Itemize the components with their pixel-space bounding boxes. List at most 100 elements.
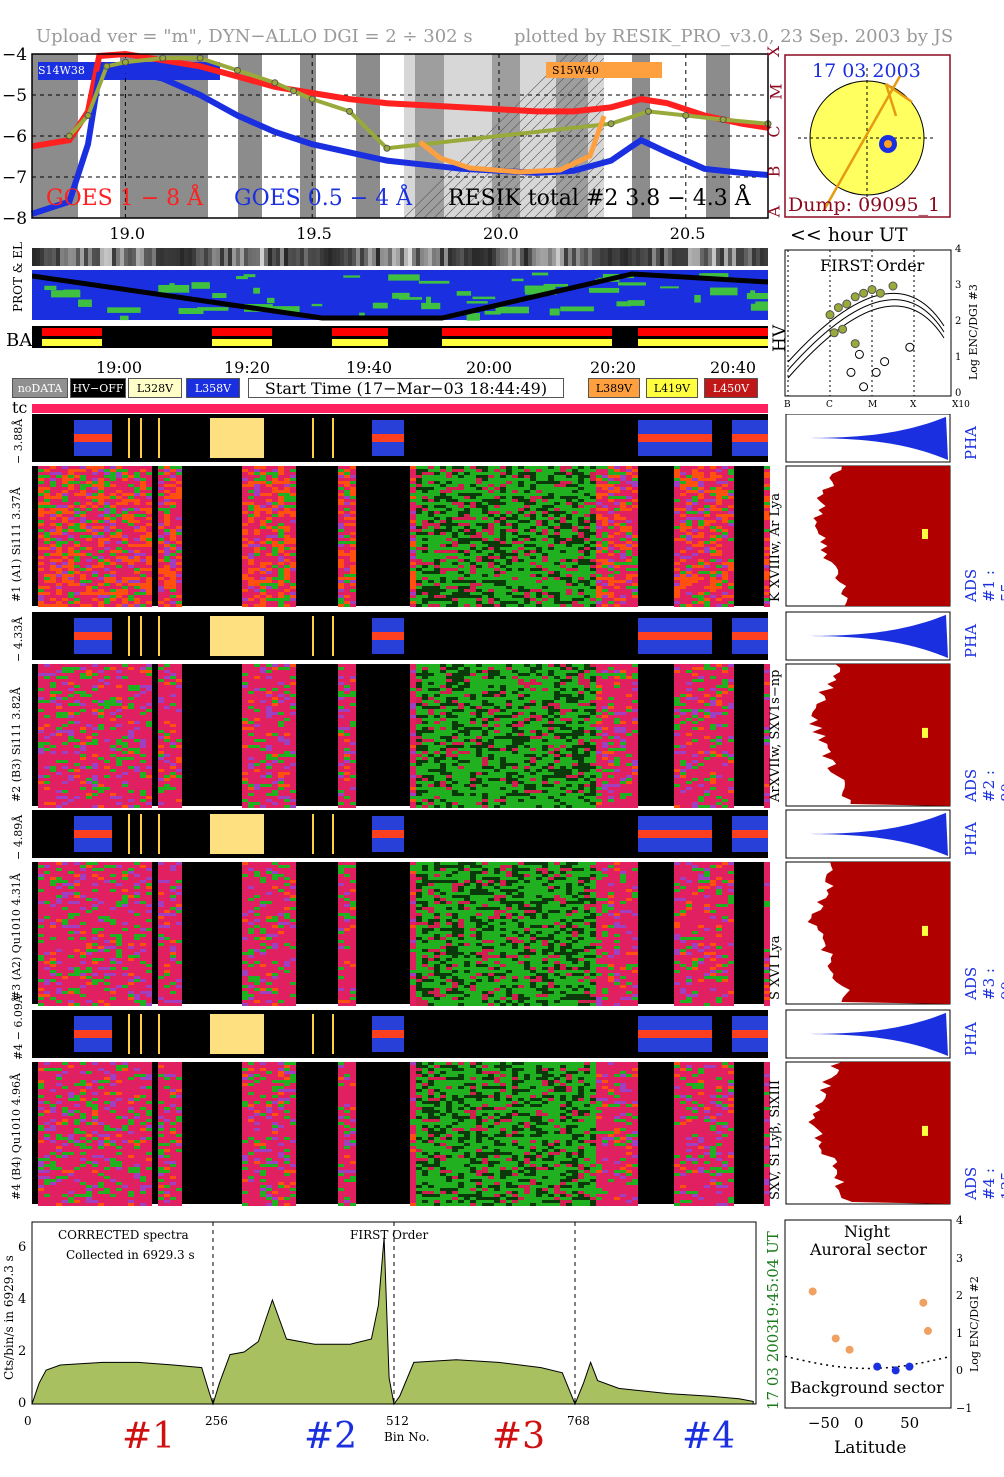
ads-histogram [809, 664, 950, 806]
ads-background [32, 1062, 768, 1204]
resik-point [159, 54, 167, 62]
pha-label: − 3.88Å [12, 418, 25, 464]
first-order-ytick: 0 [955, 388, 962, 399]
legend-goes-short: GOES 0.5 − 4 Å [234, 186, 413, 211]
spectrum-xtick: 768 [567, 1414, 590, 1428]
legend-start-time: Start Time (17−Mar−03 18:44:49) [248, 378, 564, 398]
pha-histogram [790, 416, 948, 460]
aurora-ytick: 0 [956, 1364, 963, 1378]
aurora-ytick: −1 [956, 1402, 973, 1415]
detector-tag: #2 [304, 1416, 358, 1457]
aurora-point [808, 1287, 817, 1296]
ads-label: #2 (B3) Si111 3.82Å [10, 687, 23, 802]
goes-ytick: −6 [2, 127, 27, 147]
resik-point [682, 112, 690, 119]
ads-histogram [807, 862, 950, 1004]
resik-point [271, 79, 279, 87]
goes-ytick: −8 [2, 209, 27, 226]
line-id: SXV, Si Lyβ, SiXIII [768, 1080, 783, 1200]
resik-point [84, 112, 92, 119]
spectrum-ytick: 2 [18, 1344, 27, 1359]
first-order-point [859, 288, 869, 298]
time-tick: 19:40 [346, 358, 393, 377]
time-tick: 19:20 [224, 358, 271, 377]
orbit-track [32, 271, 768, 321]
hour-unit-label: << hour UT [790, 224, 908, 246]
goes-class-M: M [766, 83, 786, 100]
spectrum-ytick: 4 [18, 1292, 27, 1307]
header-right: plotted by RESIK_PRO_v3.0, 23 Sep. 2003 … [514, 26, 954, 47]
line-id: S XVI Lya [768, 935, 783, 1000]
first-order-point-open [905, 342, 915, 352]
resik-point [346, 107, 354, 115]
resik-saa-segment [418, 115, 607, 175]
ads-label: #3 (A2) Qu1010 4.31Å [10, 873, 23, 1000]
ads-histogram [813, 466, 950, 606]
first-order-ytick: 2 [955, 316, 962, 327]
detector-tag: #4 [682, 1416, 736, 1457]
legend-l389: L389V [588, 378, 640, 398]
pha-label: − 4.89Å [12, 814, 25, 860]
legend-l450: L450V [704, 378, 758, 398]
ads-marker [922, 727, 928, 738]
resik-point [121, 58, 129, 66]
hour-tick: 19.0 [109, 224, 146, 243]
spectrum-area [31, 1237, 754, 1406]
aurora-xtick: −50 [807, 1414, 840, 1432]
aurora-sector: Auroral sector [810, 1240, 927, 1259]
aurora-night: Night [844, 1222, 891, 1241]
first-order-ytick: 3 [955, 280, 962, 291]
line-id: ArXVIIw, SXV1s−np [768, 669, 783, 802]
first-order-point [829, 328, 839, 338]
aurora-point [845, 1345, 854, 1354]
hour-tick: 19.5 [296, 224, 332, 243]
region-bar-s15w40 [546, 62, 662, 78]
tag-left: S14W38 [38, 64, 85, 77]
first-order-point-open [880, 357, 890, 367]
pha-hot-band [210, 616, 264, 656]
spectrum-first-order: FIRST Order [350, 1228, 429, 1242]
aurora-plot [784, 1219, 952, 1409]
first-order-point-open [871, 367, 881, 377]
spectrum-xtick: 0 [24, 1414, 32, 1428]
dump-id: Dump: 09095_1 [788, 194, 941, 216]
legend-resik: RESIK total #2 3.8 − 4.3 Å [448, 186, 751, 211]
time-tick: 20:40 [710, 358, 757, 377]
first-order-xtick: C [826, 400, 833, 410]
ba-label: BA [6, 330, 33, 351]
aurora-point [831, 1334, 840, 1343]
pha-hot-band [210, 814, 264, 854]
legend-l358: L358V [186, 378, 240, 398]
spectrum-ylabel: Cts/bin/s in 6929.3 s [2, 1255, 16, 1380]
goes-ytick: −5 [2, 86, 27, 106]
first-order-point [867, 285, 877, 295]
aurora-ytick: 3 [956, 1251, 963, 1265]
ads-right-label: ADS #1 : 55 110 [962, 568, 1004, 602]
pha-hot-band [210, 418, 264, 458]
aurora-xtick: 50 [900, 1414, 920, 1432]
resik-point [383, 144, 391, 152]
legend-goes-long: GOES 1 − 8 Å [46, 186, 204, 211]
pha-word: PHA [962, 425, 980, 460]
first-order-xtick: M [868, 400, 878, 410]
first-order-point [888, 281, 898, 291]
tc-label: tc [12, 398, 28, 417]
aurora-xtick: 0 [854, 1414, 864, 1432]
ads-label: #1 (A1) Si111 3.37Å [10, 487, 23, 602]
spectrum-date: 17 03 2003 [764, 1324, 782, 1410]
aurora-xlabel: Latitude [834, 1438, 907, 1458]
first-order-point [842, 299, 852, 309]
legend-l328: L328V [128, 378, 182, 398]
time-tick: 20:20 [590, 358, 637, 377]
aurora-point [923, 1326, 932, 1335]
ads-marker [922, 925, 928, 936]
first-order-point [825, 310, 835, 320]
spectrum-plot [31, 1221, 757, 1406]
goes-class-C: C [764, 125, 784, 138]
pha-label: − 4.33Å [12, 616, 25, 662]
ads-marker [922, 1125, 928, 1136]
aurora-point [873, 1362, 882, 1371]
time-tick: 20:00 [466, 358, 513, 377]
first-order-point [833, 303, 843, 313]
pha-histogram [790, 614, 948, 658]
